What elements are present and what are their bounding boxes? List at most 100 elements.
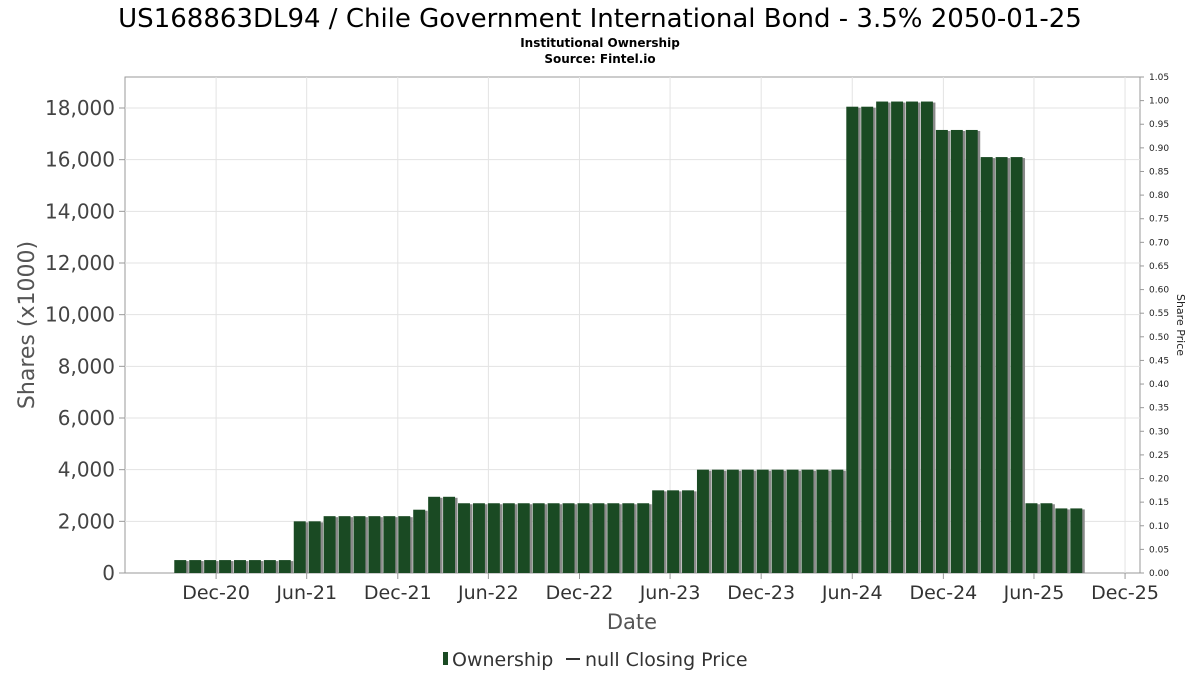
- y-tick-label: 10,000: [45, 303, 115, 327]
- bar: [443, 496, 456, 573]
- y-tick-label: 16,000: [45, 148, 115, 172]
- bar: [338, 516, 351, 573]
- y-axis-label: Shares (x1000): [15, 241, 40, 409]
- bar: [771, 469, 784, 573]
- bar: [174, 560, 187, 573]
- x-axis-label: Date: [607, 610, 657, 634]
- bar: [667, 490, 680, 573]
- y2-tick-label: 0.95: [1149, 120, 1169, 130]
- legend-price-label: null Closing Price: [585, 649, 748, 671]
- bar: [577, 503, 590, 573]
- x-tick-label: Jun-21: [275, 582, 337, 604]
- y2-tick-label: 0.20: [1149, 475, 1169, 485]
- x-tick-label: Dec-21: [364, 582, 432, 604]
- y2-tick-label: 0.05: [1149, 545, 1169, 555]
- bar: [711, 469, 724, 573]
- bar: [935, 129, 948, 574]
- bar: [1070, 508, 1083, 573]
- legend-ownership-swatch: [443, 652, 448, 665]
- bar: [592, 503, 605, 573]
- bar: [1055, 508, 1068, 573]
- chart-source: Source: Fintel.io: [544, 52, 655, 66]
- bar: [458, 503, 470, 573]
- y2-tick-label: 0.15: [1149, 498, 1169, 508]
- bar: [846, 106, 859, 573]
- x-tick-label: Dec-24: [909, 582, 977, 604]
- bar: [413, 509, 426, 573]
- bar: [248, 560, 261, 573]
- bar: [189, 560, 202, 573]
- y2-tick-label: 0.25: [1149, 451, 1169, 461]
- bar: [383, 516, 396, 573]
- bar: [234, 560, 246, 573]
- y2-tick-label: 0.65: [1149, 262, 1169, 272]
- y-tick-label: 8,000: [58, 354, 115, 378]
- bar: [876, 101, 889, 574]
- bar: [906, 101, 918, 574]
- y-tick-label: 0: [102, 561, 115, 585]
- y-tick-label: 2,000: [58, 509, 115, 533]
- bar: [622, 503, 635, 573]
- y-tick-label: 14,000: [45, 199, 115, 223]
- y2-tick-label: 0.85: [1149, 167, 1169, 177]
- y2-tick-label: 0.40: [1149, 380, 1169, 390]
- bar: [353, 516, 366, 573]
- y2-tick-label: 0.90: [1149, 144, 1169, 154]
- bar: [547, 503, 560, 573]
- chart-title: US168863DL94 / Chile Government Internat…: [118, 4, 1082, 34]
- y2-axis-label: Share Price: [1174, 294, 1187, 356]
- bar: [278, 560, 291, 573]
- bar: [756, 469, 769, 573]
- legend: Ownership null Closing Price: [443, 649, 748, 671]
- bar: [263, 560, 276, 573]
- y-tick-label: 4,000: [58, 458, 115, 482]
- bar: [204, 560, 217, 573]
- y2-tick-label: 0.80: [1149, 191, 1169, 201]
- bar: [1025, 503, 1038, 573]
- bar: [920, 101, 933, 574]
- bar: [398, 516, 411, 573]
- bar: [1010, 157, 1023, 574]
- bar: [308, 521, 321, 573]
- bar: [980, 157, 993, 574]
- bar: [861, 106, 874, 573]
- bar: [950, 129, 963, 574]
- bar: [801, 469, 814, 573]
- y2-tick-label: 0.55: [1149, 309, 1169, 319]
- bar: [816, 469, 829, 573]
- x-tick-label: Jun-23: [639, 582, 701, 604]
- bars: [174, 101, 1085, 574]
- y-tick-label: 18,000: [45, 96, 115, 120]
- axes: 0 2,000 4,000 6,000 8,000 10,000 12,000 14,000 1…: [45, 73, 1169, 604]
- x-tick-label: Jun-24: [821, 582, 883, 604]
- bar: [995, 157, 1008, 574]
- bar: [891, 101, 904, 574]
- bar: [487, 503, 500, 573]
- x-tick-label: Dec-20: [182, 582, 250, 604]
- bar: [965, 129, 978, 574]
- y2-tick-label: 0.35: [1149, 404, 1169, 414]
- legend-ownership-label: Ownership: [452, 649, 553, 671]
- y2-tick-label: 0.30: [1149, 427, 1169, 437]
- y2-tick-label: 0.60: [1149, 286, 1169, 296]
- bar: [323, 516, 336, 573]
- bar: [428, 496, 441, 573]
- x-tick-label: Dec-22: [546, 582, 614, 604]
- bar: [741, 469, 754, 573]
- bar: [726, 469, 739, 573]
- x-tick-label: Jun-25: [1003, 582, 1065, 604]
- bar: [1040, 503, 1053, 573]
- x-tick-label: Dec-23: [727, 582, 795, 604]
- x-tick-label: Dec-25: [1091, 582, 1159, 604]
- bar: [219, 560, 232, 573]
- y2-tick-label: 0.45: [1149, 356, 1169, 366]
- bar: [696, 469, 709, 573]
- bar: [607, 503, 620, 573]
- y2-tick-label: 1.05: [1149, 73, 1169, 83]
- y2-tick-label: 0.00: [1149, 569, 1169, 579]
- bar: [682, 490, 694, 573]
- bar: [293, 521, 306, 573]
- bar: [637, 503, 650, 573]
